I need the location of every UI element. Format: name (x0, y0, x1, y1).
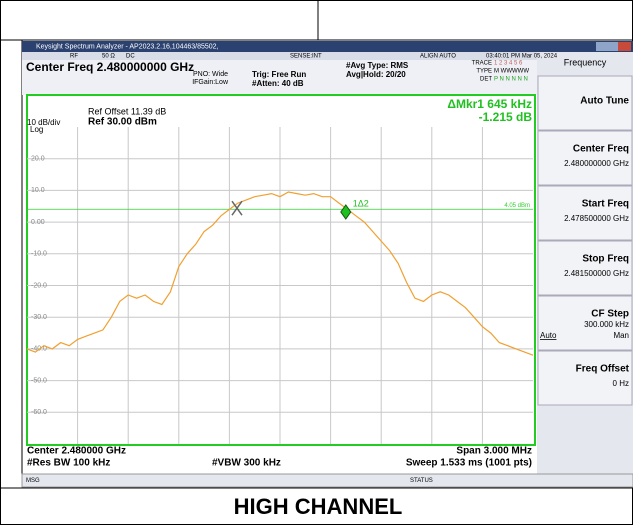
ref-level: Ref 30.00 dBm (88, 117, 157, 128)
softkey[interactable] (537, 130, 633, 186)
det-label: DET (480, 77, 492, 83)
message-bar (21, 473, 633, 488)
status-item: 03:40:01 PM Mar 05, 2024 (486, 54, 558, 60)
softkey-value: 300.000 kHz (584, 320, 629, 329)
status-item: DC (126, 54, 135, 60)
softkey[interactable] (537, 295, 633, 351)
softkey-option: Man (613, 331, 629, 340)
trace (26, 191, 534, 356)
status-item: SENSE:INT (290, 54, 322, 60)
softkey-value: 0 Hz (613, 379, 629, 388)
status-item: 50 Ω (102, 54, 115, 60)
close-button[interactable] (618, 42, 631, 51)
display-line-label: 4.05 dBm (504, 203, 530, 209)
marker-1 (340, 204, 352, 220)
y-tick-label: -60.0 (31, 409, 47, 416)
y-tick-label: 10.0 (31, 187, 45, 194)
y-tick-label: 0.00 (31, 219, 45, 226)
minimize-button[interactable] (596, 42, 607, 51)
footer-sweep: Sweep 1.533 ms (1001 pts) (406, 458, 532, 469)
y-tick-label: -10.0 (31, 251, 47, 258)
maximize-button[interactable] (607, 42, 618, 51)
status-row (22, 52, 537, 60)
softkey-value: 2.481500000 GHz (564, 269, 629, 278)
softkey-label: Auto Tune (580, 96, 629, 107)
marker-delta: -1.215 dB (479, 110, 533, 124)
softkey[interactable] (537, 185, 633, 241)
avg-hold: Avg|Hold: 20/20 (346, 70, 406, 79)
trace-label: TRACE (472, 61, 492, 67)
marker-readout: ΔMkr1 645 kHz (447, 97, 532, 111)
y-tick-label: -20.0 (31, 282, 47, 289)
trace: 1 2 3 4 5 6 (494, 61, 523, 67)
scale: 10 dB/div (27, 118, 60, 127)
softkey[interactable] (537, 350, 633, 406)
softkey-option: Auto (540, 331, 557, 340)
y-tick-label: -50.0 (31, 377, 47, 384)
footer-vbw: #VBW 300 kHz (212, 458, 281, 469)
footer-center: Center 2.480000 GHz (27, 446, 126, 457)
marker-2 (231, 200, 243, 216)
footer-rbw: #Res BW 100 kHz (27, 458, 110, 469)
status-item: ALIGN AUTO (420, 54, 456, 60)
status-item: RF (70, 54, 78, 60)
softkey-label: CF Step (591, 309, 629, 320)
footer-span: Span 3.000 MHz (456, 446, 532, 457)
avg-type: #Avg Type: RMS (346, 61, 409, 70)
ifgain: IFGain:Low (192, 79, 229, 86)
softkey-label: Center Freq (573, 144, 629, 155)
y-tick-label: -30.0 (31, 314, 47, 321)
softkey-label: Start Freq (582, 199, 629, 210)
softkey[interactable] (537, 75, 633, 131)
ref-offset: Ref Offset 11.39 dB (88, 106, 166, 116)
y-tick-label: 20.0 (31, 156, 45, 163)
menu-title: Frequency (564, 57, 607, 67)
type: M WWWWW (494, 69, 529, 75)
center-freq: Center Freq 2.480000000 GHz (26, 60, 194, 74)
det: P N N N N N (494, 77, 528, 83)
atten: #Atten: 40 dB (252, 79, 304, 88)
plot-area (26, 94, 536, 446)
marker-1-label: 1Δ2 (353, 198, 369, 208)
softkey-value: 2.478500000 GHz (564, 214, 629, 223)
caption: HIGH CHANNEL (234, 494, 403, 519)
pno: PNO: Wide (193, 71, 228, 78)
msg: MSG (26, 478, 40, 484)
title-bar (22, 41, 633, 52)
settings-panel (22, 60, 537, 95)
softkey-value: 2.480000000 GHz (564, 159, 629, 168)
softkey-label: Freq Offset (576, 364, 630, 375)
softkey[interactable] (537, 240, 633, 296)
window-title: Keysight Spectrum Analyzer - AP2023.2.16… (36, 43, 219, 50)
status: STATUS (410, 478, 433, 484)
type-label: TYPE (476, 69, 492, 75)
trig: Trig: Free Run (252, 70, 306, 79)
softkey-label: Stop Freq (582, 254, 629, 265)
scale-type: Log (30, 125, 43, 134)
